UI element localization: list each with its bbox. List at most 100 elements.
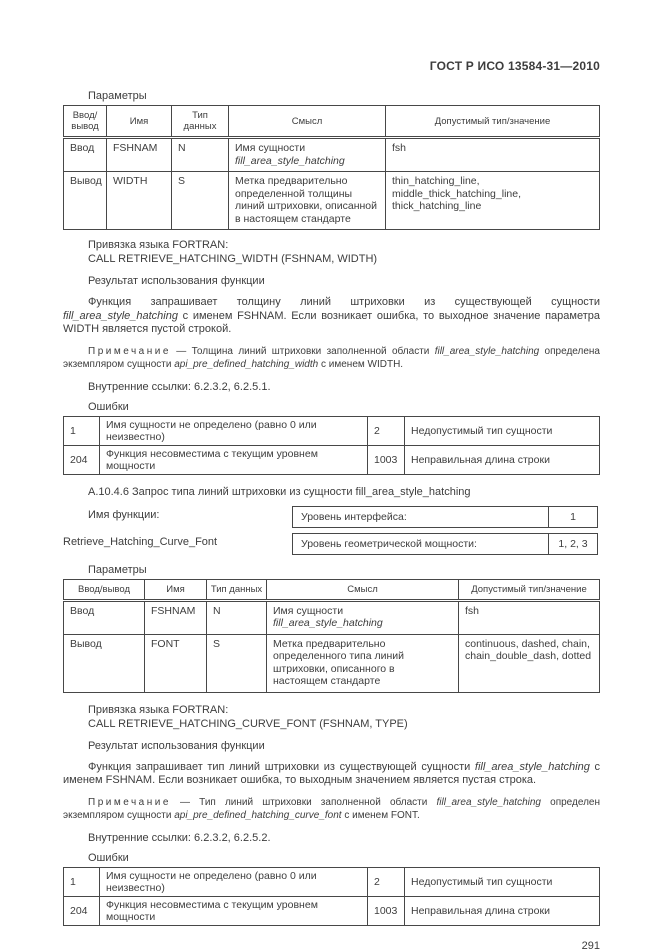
entity-name: fill_area_style_hatching xyxy=(436,796,541,808)
cell-allowed: fsh xyxy=(458,599,600,635)
internal-refs-2: Внутренние ссылки: 6.2.3.2, 6.2.5.2. xyxy=(88,831,271,844)
error-code: 204 xyxy=(63,444,100,475)
fortran-binding-label: Привязка языка FORTRAN: xyxy=(88,239,229,251)
cell-allowed: fsh xyxy=(385,137,600,172)
note-word: Примечание xyxy=(88,796,171,808)
error-code: 1 xyxy=(63,866,100,897)
cell-io: Ввод xyxy=(63,599,145,635)
result-paragraph-1: Функция запрашивает толщину линий штрихо… xyxy=(63,296,600,337)
error-message: Имя сущности не определено (равно 0 или … xyxy=(99,415,368,446)
note-text: с именем WIDTH. xyxy=(318,358,404,370)
errors-table-2: 1 Имя сущности не определено (равно 0 ил… xyxy=(63,866,600,926)
entity-name: api_pre_defined_hatching_curve_font xyxy=(174,809,342,821)
parameters-table-2: Ввод/вывод Имя Тип данных Смысл Допустим… xyxy=(63,578,600,693)
function-name-left: Имя функции: Retrieve_Hatching_Curve_Fon… xyxy=(63,506,600,548)
errors-label-1: Ошибки xyxy=(88,400,129,413)
paragraph-text: с именем FSHNAM. Если возникает ошибка, … xyxy=(63,309,600,336)
table-row: 204 Функция несовместима с текущим уровн… xyxy=(63,895,600,926)
entity-name: fill_area_style_hatching xyxy=(434,345,540,357)
parameters-label-2: Параметры xyxy=(88,563,147,576)
error-message: Функция несовместима с текущим уровнем м… xyxy=(99,895,368,926)
note-word: Примечание xyxy=(88,345,171,357)
cell-name: FONT xyxy=(144,633,207,693)
col-header-name: Имя xyxy=(106,105,172,139)
errors-label-2: Ошибки xyxy=(88,851,129,864)
result-usage-label-2: Результат использования функции xyxy=(88,739,265,752)
note-dash: — xyxy=(170,796,200,808)
parameters-table-1: Ввод/вывод Имя Тип данных Смысл Допустим… xyxy=(63,105,600,230)
error-message: Неправильная длина строки xyxy=(404,444,600,475)
error-message: Недопустимый тип сущности xyxy=(404,415,600,446)
function-name-label: Имя функции: xyxy=(88,508,160,521)
meaning-text: Имя сущности xyxy=(235,142,306,154)
error-code: 1003 xyxy=(367,444,405,475)
note-text: определен экземпляром сущности xyxy=(63,796,600,821)
cell-dtype: N xyxy=(171,137,229,172)
errors-table-1: 1 Имя сущности не определено (равно 0 ил… xyxy=(63,415,600,475)
error-message: Функция несовместима с текущим уровнем м… xyxy=(99,444,368,475)
internal-refs-1: Внутренние ссылки: 6.2.3.2, 6.2.5.1. xyxy=(88,380,271,393)
cell-dtype: N xyxy=(206,599,267,635)
note-text: с именем FONT. xyxy=(341,809,420,821)
table-row: Вывод FONT S Метка предварительно опреде… xyxy=(63,633,600,693)
error-message: Имя сущности не определено (равно 0 или … xyxy=(99,866,368,897)
cell-name: FSHNAM xyxy=(144,599,207,635)
paragraph-text: с именем FSHNAM. Если возникает ошибка, … xyxy=(63,760,600,787)
fortran-binding-label: Привязка языка FORTRAN: xyxy=(88,703,229,716)
table-row: Ввод FSHNAM N Имя сущности fill_area_sty… xyxy=(63,599,600,635)
levels-table: Уровень интерфейса: 1 Уровень геометриче… xyxy=(292,505,598,555)
error-code: 204 xyxy=(63,895,100,926)
table-row: Ввод FSHNAM N Имя сущности fill_area_sty… xyxy=(63,137,600,172)
meaning-entity-name: fill_area_style_hatching xyxy=(273,617,383,629)
fortran-binding-block-2: Привязка языка FORTRAN: CALL RETRIEVE_HA… xyxy=(63,703,600,731)
cell-io: Вывод xyxy=(63,633,145,693)
cell-meaning: Метка предварительно определенной толщин… xyxy=(228,171,386,230)
paragraph-text: Функция запрашивает толщину линий штрихо… xyxy=(88,296,600,308)
cell-dtype: S xyxy=(171,171,229,230)
cell-allowed: thin_hatching_line, middle_thick_hatchin… xyxy=(385,171,600,230)
entity-name: fill_area_style_hatching xyxy=(474,760,590,773)
error-message: Неправильная длина строки xyxy=(404,895,600,926)
entity-name: api_pre_defined_hatching_width xyxy=(174,358,319,370)
note-2: Примечание — Тип линий штриховки заполне… xyxy=(63,796,600,822)
table-row: 1 Имя сущности не определено (равно 0 ил… xyxy=(63,866,600,897)
table-row: 1 Имя сущности не определено (равно 0 ил… xyxy=(63,415,600,446)
col-header-io: Ввод/вывод xyxy=(63,578,145,602)
cell-meaning: Метка предварительно определенного типа … xyxy=(266,633,459,693)
error-code: 2 xyxy=(367,866,405,897)
level-label: Уровень интерфейса: xyxy=(301,510,407,523)
result-paragraph-2: Функция запрашивает тип линий штриховки … xyxy=(63,761,600,788)
meaning-text: Имя сущности xyxy=(273,604,344,617)
paragraph-text: Функция запрашивает тип линий штриховки … xyxy=(88,760,475,773)
col-header-meaning: Смысл xyxy=(266,578,459,602)
section-heading: А.10.4.6 Запрос типа линий штриховки из … xyxy=(88,485,471,498)
level-value: 1 xyxy=(548,506,597,527)
col-header-allowed: Допустимый тип/значение xyxy=(385,105,600,139)
error-code: 1003 xyxy=(367,895,405,926)
parameters-label-1: Параметры xyxy=(88,90,147,102)
col-header-meaning: Смысл xyxy=(228,105,386,139)
level-value: 1, 2, 3 xyxy=(548,533,597,554)
col-header-name: Имя xyxy=(144,578,207,602)
cell-name: WIDTH xyxy=(106,171,172,230)
error-code: 1 xyxy=(63,415,100,446)
cell-dtype: S xyxy=(206,633,267,693)
meaning-entity-name: fill_area_style_hatching xyxy=(235,154,345,167)
cell-io: Вывод xyxy=(63,171,107,230)
table-header-row: Ввод/вывод Имя Тип данных Смысл Допустим… xyxy=(63,578,600,602)
table-row: 204 Функция несовместима с текущим уровн… xyxy=(63,444,600,475)
col-header-dtype: Тип данных xyxy=(206,578,267,602)
table-header-row: Ввод/вывод Имя Тип данных Смысл Допустим… xyxy=(63,105,600,139)
doc-header: ГОСТ Р ИСО 13584-31—2010 xyxy=(429,59,600,73)
fortran-call-statement: CALL RETRIEVE_HATCHING_CURVE_FONT (FSHNA… xyxy=(88,717,408,730)
note-1: Примечание — Толщина линий штриховки зап… xyxy=(63,345,600,371)
error-message: Недопустимый тип сущности xyxy=(404,866,600,897)
cell-meaning: Имя сущности fill_area_style_hatching xyxy=(228,137,386,172)
cell-name: FSHNAM xyxy=(106,137,172,172)
error-code: 2 xyxy=(367,415,405,446)
col-header-allowed: Допустимый тип/значение xyxy=(458,578,600,602)
cell-allowed: continuous, dashed, chain, chain_double_… xyxy=(458,633,600,693)
col-header-dtype: Тип данных xyxy=(171,105,229,139)
note-text: Тип линий штриховки заполненной области xyxy=(199,796,437,808)
